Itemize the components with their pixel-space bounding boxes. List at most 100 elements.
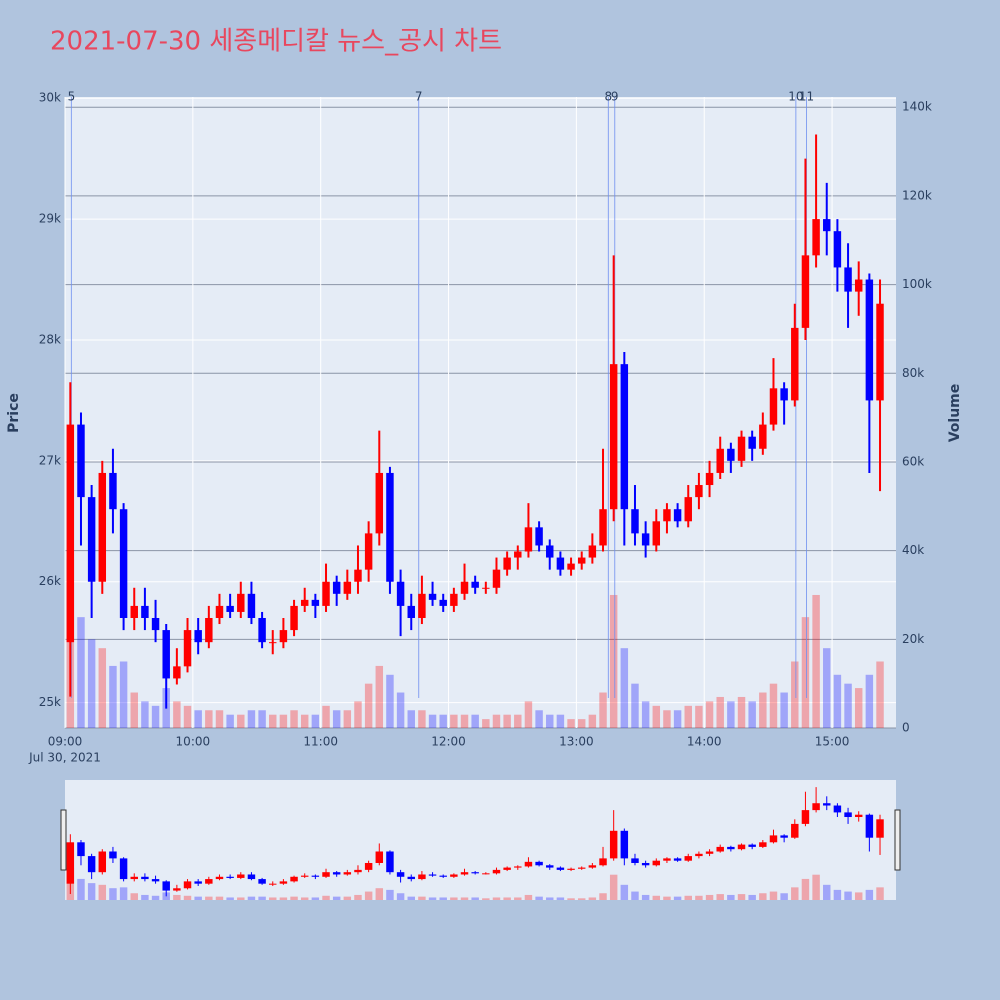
candle-body <box>162 881 170 891</box>
candle-body <box>663 858 671 861</box>
volume-bar <box>428 714 437 728</box>
slider-volume-bar <box>237 897 245 900</box>
candle-body <box>258 879 266 884</box>
slider-volume-bar <box>332 896 341 900</box>
candle-body <box>98 472 107 582</box>
candle-body <box>705 472 714 486</box>
x-tick-label: 12:00 <box>431 735 466 749</box>
candle-body <box>141 876 149 880</box>
candle-body <box>503 557 511 570</box>
volume-bar <box>194 710 202 728</box>
candle-body <box>844 812 852 818</box>
volume-bar <box>727 701 735 728</box>
candle-body <box>673 509 682 522</box>
candle-body <box>450 593 458 606</box>
volume-bar <box>173 701 181 728</box>
slider-volume-bar <box>460 897 469 900</box>
slider-volume-bar <box>311 897 320 900</box>
candle-body <box>737 844 746 850</box>
candle-body <box>450 874 458 877</box>
candle-body <box>205 617 213 643</box>
y-tick-label: 26k <box>39 574 61 588</box>
volume-bar <box>759 692 767 728</box>
slider-volume-bar <box>279 897 288 900</box>
volume-bar <box>684 705 692 728</box>
candle-body <box>407 876 415 880</box>
candle-body <box>332 872 341 875</box>
volume-bar <box>652 705 661 728</box>
candle-body <box>269 883 277 885</box>
slider-volume-bar <box>556 897 565 900</box>
candle-body <box>460 872 469 875</box>
slider-volume-bar <box>343 896 352 900</box>
volume-bar <box>535 710 543 728</box>
y2-tick-label: 40k <box>902 543 924 557</box>
volume-bar <box>300 714 309 728</box>
slider-volume-bar <box>652 895 661 900</box>
slider-handle-right[interactable] <box>894 809 901 871</box>
y-tick-label: 25k <box>39 695 61 709</box>
candle-body <box>695 485 703 498</box>
candle-body <box>130 605 138 618</box>
candle-body <box>247 874 256 880</box>
volume-bar <box>854 688 863 728</box>
volume-bar <box>737 696 746 728</box>
y2-tick-label: 60k <box>902 454 924 468</box>
slider-volume-bar <box>322 895 330 900</box>
slider-volume-bar <box>727 894 735 900</box>
candle-body <box>876 303 884 401</box>
candle-body <box>237 593 245 612</box>
y-axis-title: Price <box>6 393 22 433</box>
news-label: 5 <box>68 90 76 104</box>
candle-body <box>759 424 767 449</box>
volume-bar <box>205 710 213 728</box>
volume-bar <box>609 594 618 728</box>
volume-bar <box>311 714 320 728</box>
candle-body <box>439 599 447 606</box>
candle-body <box>215 876 224 880</box>
slider-volume-bar <box>695 895 703 900</box>
candle-body <box>673 858 682 861</box>
slider-volume-bar <box>865 889 874 900</box>
candle-body <box>183 630 192 667</box>
slider-handle-left[interactable] <box>60 809 67 871</box>
volume-bar <box>386 674 394 728</box>
candle-body <box>322 872 330 877</box>
volume-bar <box>524 701 533 728</box>
y2-tick-label: 80k <box>902 366 924 380</box>
slider-volume-bar <box>609 874 618 900</box>
candle-body <box>482 873 490 875</box>
slider-volume-bar <box>482 898 490 900</box>
candle-body <box>823 803 831 806</box>
volume-bar <box>269 714 277 728</box>
candle-body <box>641 533 650 546</box>
candle-body <box>173 666 181 679</box>
candle-body <box>577 557 586 564</box>
slider-volume-bar <box>524 894 533 900</box>
slider-volume-bar <box>375 888 384 900</box>
slider-volume-bar <box>173 894 181 900</box>
candle-body <box>631 858 639 863</box>
candle-body <box>109 472 117 510</box>
volume-bar <box>556 714 565 728</box>
volume-bar <box>418 710 426 728</box>
candle-body <box>183 881 192 889</box>
candle-body <box>801 255 810 328</box>
candle-body <box>386 472 394 582</box>
candle-body <box>535 527 543 546</box>
candle-body <box>471 872 479 874</box>
y-tick-label: 28k <box>39 332 61 346</box>
candle-body <box>300 599 309 606</box>
slider-volume-bar <box>876 887 884 900</box>
volume-bar <box>364 683 373 728</box>
volume-bar <box>599 692 607 728</box>
candle-body <box>226 876 234 878</box>
slider-volume-bar <box>258 896 266 900</box>
range-slider[interactable] <box>65 780 896 900</box>
candle-body <box>652 860 661 866</box>
candle-body <box>759 842 767 847</box>
candle-body <box>375 472 384 534</box>
volume-bar <box>119 661 128 728</box>
volume-bar <box>226 714 234 728</box>
